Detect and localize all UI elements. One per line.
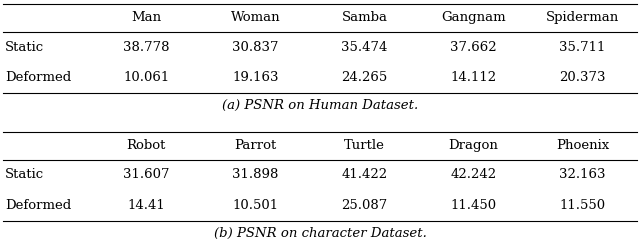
Text: 42.242: 42.242 (451, 168, 497, 181)
Text: 14.112: 14.112 (451, 71, 497, 84)
Text: 20.373: 20.373 (559, 71, 605, 84)
Text: 10.501: 10.501 (232, 199, 278, 212)
Text: Gangnam: Gangnam (441, 11, 506, 24)
Text: 32.163: 32.163 (559, 168, 605, 181)
Text: 19.163: 19.163 (232, 71, 278, 84)
Text: 11.450: 11.450 (451, 199, 497, 212)
Text: Spiderman: Spiderman (546, 11, 619, 24)
Text: 31.898: 31.898 (232, 168, 278, 181)
Text: 35.474: 35.474 (341, 41, 388, 53)
Text: Robot: Robot (127, 139, 166, 152)
Text: Static: Static (5, 168, 44, 181)
Text: Man: Man (131, 11, 161, 24)
Text: Turtle: Turtle (344, 139, 385, 152)
Text: Deformed: Deformed (5, 71, 71, 84)
Text: 41.422: 41.422 (341, 168, 387, 181)
Text: 25.087: 25.087 (341, 199, 387, 212)
Text: (b) PSNR on character Dataset.: (b) PSNR on character Dataset. (214, 227, 426, 240)
Text: 30.837: 30.837 (232, 41, 278, 53)
Text: Deformed: Deformed (5, 199, 71, 212)
Text: Static: Static (5, 41, 44, 53)
Text: 31.607: 31.607 (123, 168, 170, 181)
Text: 10.061: 10.061 (123, 71, 170, 84)
Text: 14.41: 14.41 (127, 199, 165, 212)
Text: Phoenix: Phoenix (556, 139, 609, 152)
Text: Woman: Woman (230, 11, 280, 24)
Text: Parrot: Parrot (234, 139, 276, 152)
Text: 11.550: 11.550 (559, 199, 605, 212)
Text: (a) PSNR on Human Dataset.: (a) PSNR on Human Dataset. (222, 99, 418, 112)
Text: 38.778: 38.778 (123, 41, 170, 53)
Text: 24.265: 24.265 (341, 71, 387, 84)
Text: 35.711: 35.711 (559, 41, 605, 53)
Text: Dragon: Dragon (449, 139, 499, 152)
Text: Samba: Samba (341, 11, 387, 24)
Text: 37.662: 37.662 (450, 41, 497, 53)
